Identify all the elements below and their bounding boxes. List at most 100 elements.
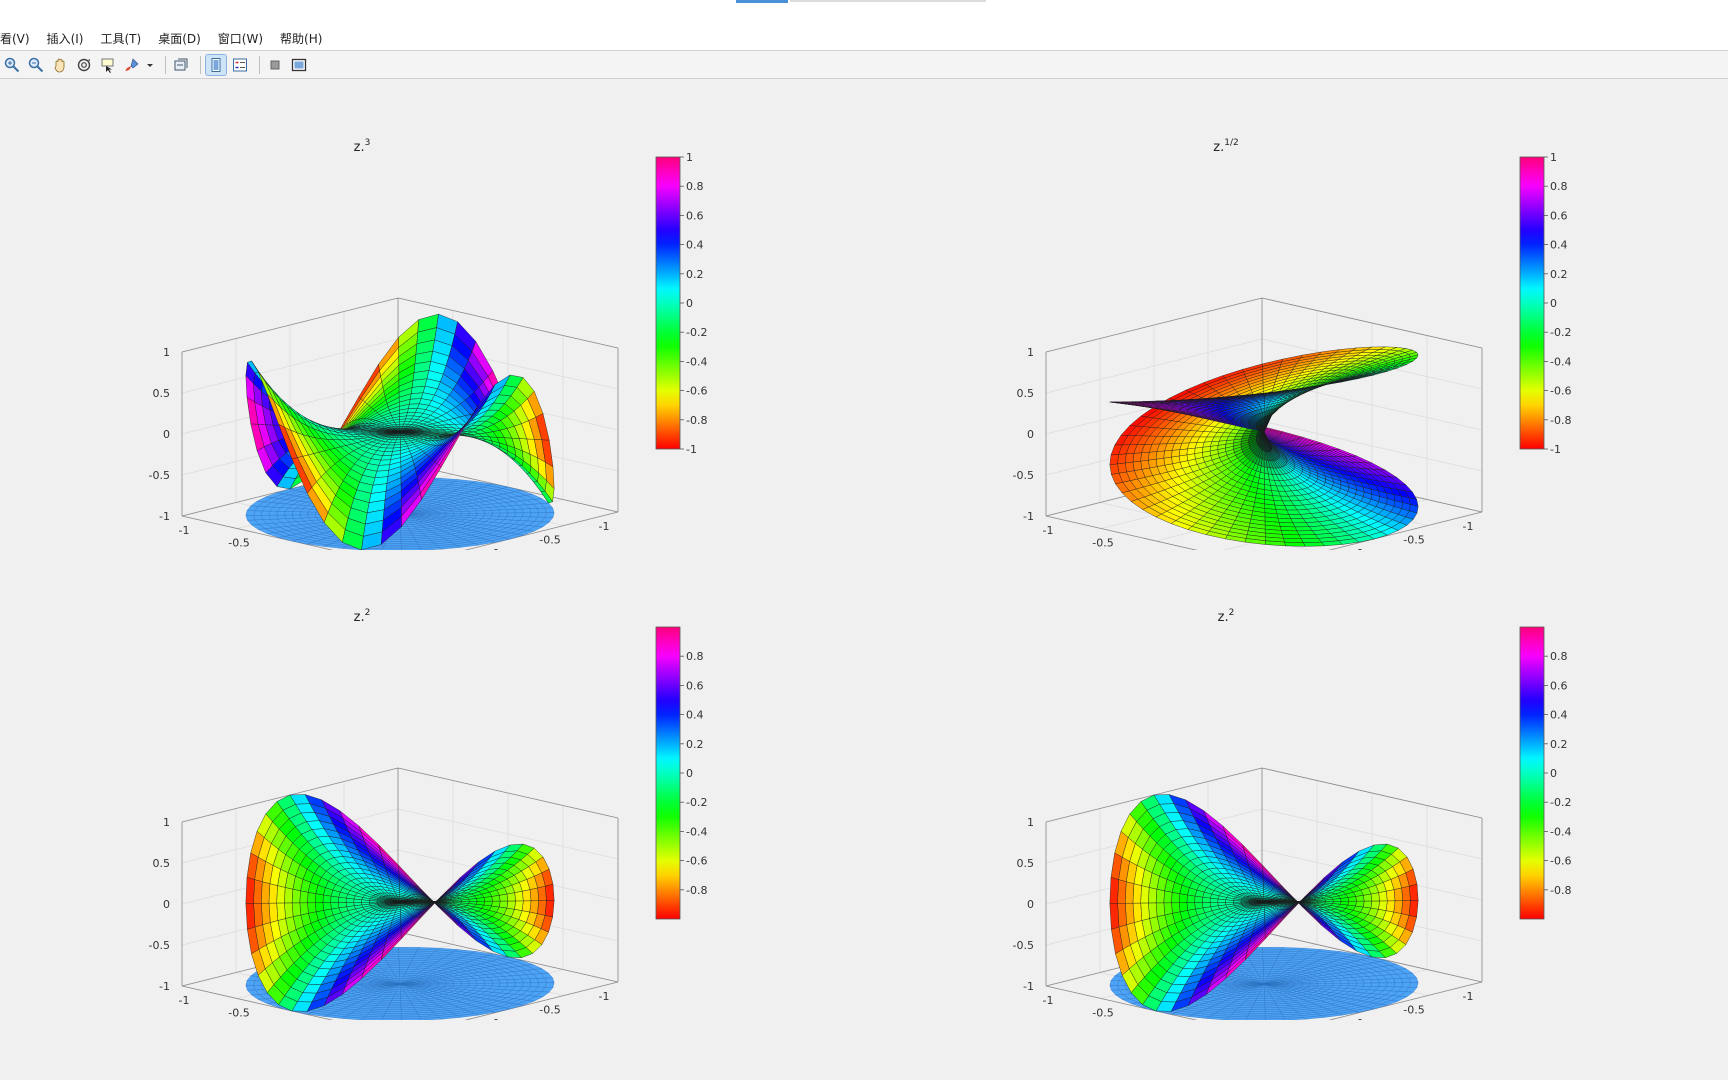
subplot-z-cubed[interactable]: z.3-1-0.500.5110.50-0.5-1-1-0.500.5110.8… <box>0 80 864 550</box>
z-tick-label: 1 <box>1027 346 1034 359</box>
colorbar-tick-label: 0.4 <box>686 709 704 722</box>
surface-plot <box>245 313 555 550</box>
menu-window[interactable]: 窗口(W) <box>217 31 264 46</box>
colorbar-tick-label: -0.4 <box>686 825 707 838</box>
x-tick-label: -0.5 <box>1092 537 1113 550</box>
colorbar-tick-label: -0.2 <box>1550 796 1571 809</box>
colorbar-tick-label: -0.2 <box>1550 326 1571 339</box>
z-tick-label: -1 <box>159 510 170 523</box>
data-cursor-icon[interactable] <box>98 55 118 75</box>
y-tick-label: -0.5 <box>539 534 560 547</box>
active-window-tab[interactable] <box>736 0 788 3</box>
colorbar-tick-label: -0.4 <box>1550 825 1571 838</box>
y-tick-label: -1 <box>599 990 610 1003</box>
rotate-3d-icon[interactable] <box>74 55 94 75</box>
colorbar-tick-label: 0.6 <box>1550 679 1568 692</box>
legend-icon[interactable] <box>230 55 250 75</box>
colorbar-tick-label: -0.6 <box>1550 855 1571 868</box>
menu-desktop[interactable]: 桌面(D) <box>158 31 201 46</box>
window-title-bar <box>0 0 1728 26</box>
colorbar-tick-label: -0.4 <box>686 355 707 368</box>
colorbar-tick-label: 1 <box>686 151 693 164</box>
hide-plot-tools-icon[interactable] <box>265 55 285 75</box>
menu-insert[interactable]: 插入(I) <box>46 31 84 46</box>
colorbar-gradient <box>655 626 681 920</box>
title-text: z.3 <box>354 138 371 155</box>
link-plot-icon[interactable] <box>171 55 191 75</box>
colorbar-gradient <box>1519 626 1545 920</box>
colorbar-tick-label: 0 <box>1550 767 1557 780</box>
toolbar-separator <box>200 55 201 74</box>
colorbar-tick-label: -1 <box>686 443 697 456</box>
colorbar-gradient <box>655 156 681 450</box>
y-tick-label: -1 <box>1463 520 1474 533</box>
colorbar-tick-label: 0.2 <box>686 268 704 281</box>
y-tick-label: -1 <box>1463 990 1474 1003</box>
z-tick-label: 1 <box>163 346 170 359</box>
z-tick-label: -0.5 <box>149 939 170 952</box>
colorbar-tick-label: 0 <box>686 297 693 310</box>
y-tick-label: -1 <box>599 520 610 533</box>
x-tick-label: 0 <box>1155 549 1162 550</box>
x-tick-label: 0 <box>1155 1019 1162 1020</box>
brush-icon[interactable] <box>122 55 142 75</box>
z-tick-label: -1 <box>159 980 170 993</box>
pan-hand-icon[interactable] <box>50 55 70 75</box>
colorbar-tick-label: 0.4 <box>1550 239 1568 252</box>
colorbar-tick-label: -0.8 <box>1550 414 1571 427</box>
colorbar-tick-label: -0.8 <box>686 884 707 897</box>
subplot-z-squared-copy[interactable]: z.2-1-0.500.5110.50-0.5-1-1-0.500.510.80… <box>864 550 1728 1020</box>
x-tick-label: -1 <box>1043 994 1054 1007</box>
z-tick-label: 0.5 <box>1017 857 1035 870</box>
brush-dropdown-icon[interactable] <box>146 55 154 75</box>
colorbar-gradient <box>1519 156 1545 450</box>
colorbar-tick-label: 0.4 <box>1550 709 1568 722</box>
x-tick-label: 0 <box>291 1019 298 1020</box>
subplot-title: z.1/2 <box>1213 138 1238 155</box>
z-tick-label: 1 <box>163 816 170 829</box>
z-tick-label: -1 <box>1023 510 1034 523</box>
title-text: z.1/2 <box>1213 138 1238 155</box>
z-tick-label: -0.5 <box>1013 469 1034 482</box>
menu-view[interactable]: 看(V) <box>0 31 30 46</box>
colorbar-tick-label: 0.6 <box>686 209 704 222</box>
colorbar-tick-label: 0.8 <box>1550 650 1568 663</box>
colorbar-tick-label: 0.6 <box>686 679 704 692</box>
zoom-out-icon[interactable] <box>26 55 46 75</box>
colorbar-tick-label: 0 <box>1550 297 1557 310</box>
y-tick-label: 0 <box>1357 547 1364 550</box>
window-tab[interactable] <box>790 0 986 2</box>
subplot-z-sqrt[interactable]: z.1/2-1-0.500.5110.50-0.5-1-1-0.500.5110… <box>864 80 1728 550</box>
z-tick-label: 0 <box>163 898 170 911</box>
z-tick-label: 0 <box>1027 898 1034 911</box>
figure-toolbar <box>0 51 1728 79</box>
colorbar-tick-label: -0.6 <box>686 385 707 398</box>
colorbar: 0.8 0.6 0.4 0.2 0 -0.2 -0.4 -0.6 -0.8 <box>1519 626 1571 920</box>
colorbar-tick-label: -0.6 <box>686 855 707 868</box>
colorbar: 0.8 0.6 0.4 0.2 0 -0.2 -0.4 -0.6 -0.8 <box>655 626 707 920</box>
x-tick-label: -0.5 <box>1092 1007 1113 1020</box>
colorbar-tick-label: 0.4 <box>686 239 704 252</box>
subplot-title: z.2 <box>354 608 371 625</box>
zoom-in-icon[interactable] <box>2 55 22 75</box>
menu-bar: 看(V) 插入(I) 工具(T) 桌面(D) 窗口(W) 帮助(H) <box>0 26 1728 51</box>
figure-canvas: z.3 -1 -0.5 0 0.5 1 1 0.5 0 -0.5 -1 -1 -0.5 0 0.5 1 1 0.8… <box>0 80 1728 1080</box>
x-tick-label: -1 <box>1043 524 1054 537</box>
menu-help[interactable]: 帮助(H) <box>280 31 323 46</box>
z-tick-label: 0 <box>163 428 170 441</box>
colorbar-tick-label: 0.8 <box>1550 180 1568 193</box>
title-text: z.2 <box>1218 608 1235 625</box>
y-tick-label: 0 <box>493 547 500 550</box>
colorbar-tick-label: -0.2 <box>686 326 707 339</box>
z-tick-label: -0.5 <box>149 469 170 482</box>
menu-tools[interactable]: 工具(T) <box>100 31 142 46</box>
show-plot-tools-icon[interactable] <box>289 55 309 75</box>
z-tick-label: 0.5 <box>1017 387 1035 400</box>
colorbar-tick-label: 0.2 <box>1550 268 1568 281</box>
subplot-z-squared[interactable]: z.2-1-0.500.5110.50-0.5-1-1-0.500.510.80… <box>0 550 864 1020</box>
z-tick-label: -0.5 <box>1013 939 1034 952</box>
y-tick-label: -0.5 <box>539 1004 560 1017</box>
colorbar-icon[interactable] <box>205 53 227 76</box>
colorbar-tick-label: 1 <box>1550 151 1557 164</box>
x-tick-label: 0 <box>291 549 298 550</box>
